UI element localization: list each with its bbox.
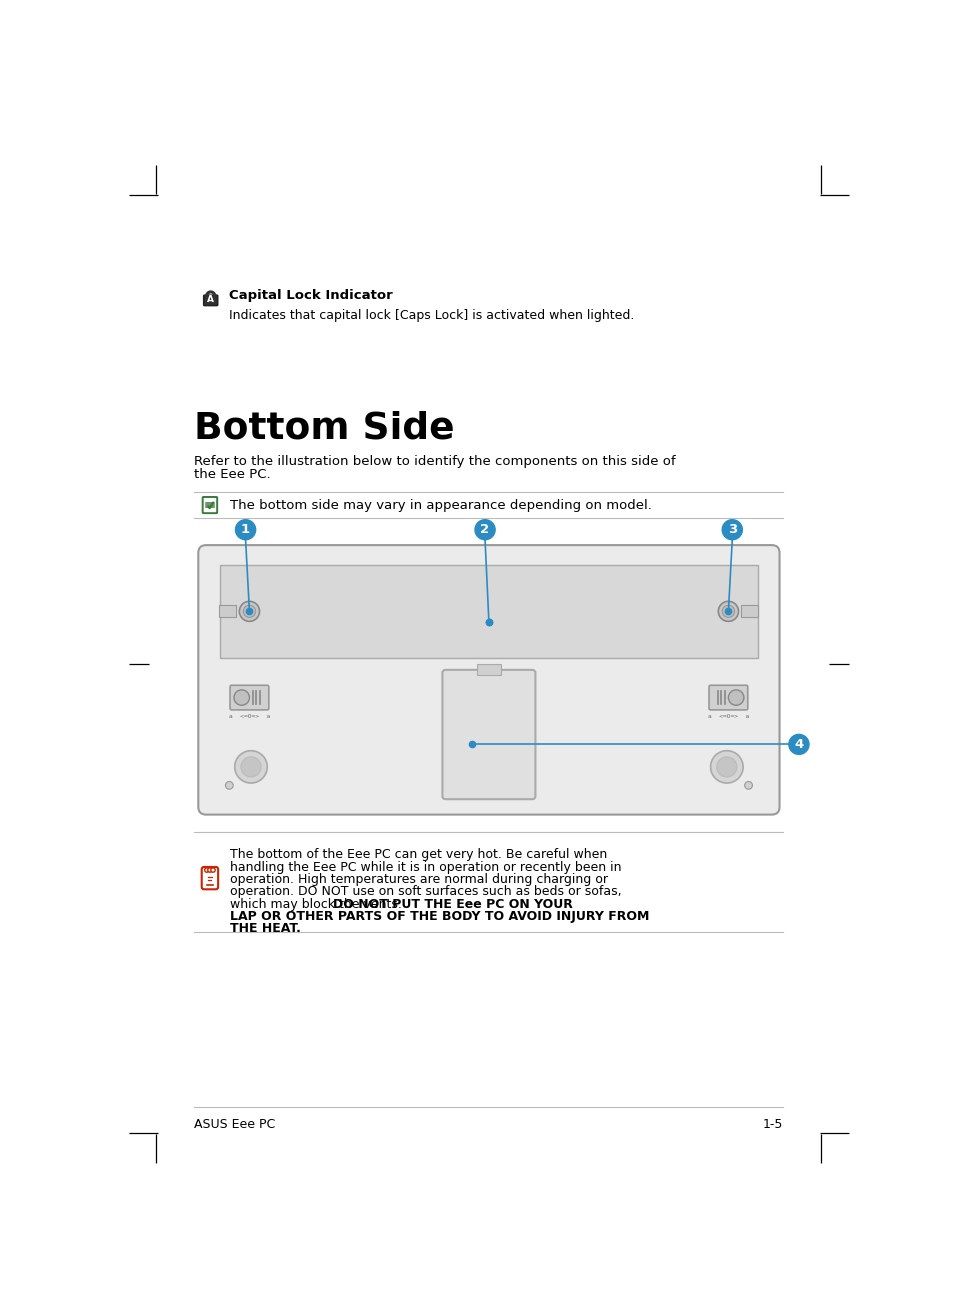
Text: THE HEAT.: THE HEAT. <box>230 922 300 935</box>
Text: which may block the vents.: which may block the vents. <box>230 898 406 911</box>
Text: A: A <box>207 296 214 304</box>
FancyBboxPatch shape <box>198 546 779 814</box>
Circle shape <box>211 868 215 872</box>
Text: 3: 3 <box>727 523 736 537</box>
FancyBboxPatch shape <box>202 497 217 513</box>
Text: 4: 4 <box>794 738 802 751</box>
Circle shape <box>728 690 743 705</box>
Circle shape <box>744 781 752 789</box>
Circle shape <box>788 734 808 755</box>
FancyBboxPatch shape <box>204 296 217 305</box>
Text: a  <=O=>  a: a <=O=> a <box>229 714 270 718</box>
Text: The bottom side may vary in appearance depending on model.: The bottom side may vary in appearance d… <box>230 498 651 512</box>
Text: operation. High temperatures are normal during charging or: operation. High temperatures are normal … <box>230 873 607 886</box>
Circle shape <box>205 868 209 872</box>
Circle shape <box>243 605 255 618</box>
Text: 1-5: 1-5 <box>762 1118 782 1131</box>
Bar <box>220 565 757 658</box>
FancyBboxPatch shape <box>230 685 269 710</box>
Text: DO NOT PUT THE Eee PC ON YOUR: DO NOT PUT THE Eee PC ON YOUR <box>333 898 573 911</box>
Circle shape <box>239 601 259 622</box>
Circle shape <box>721 519 741 539</box>
Text: Refer to the illustration below to identify the components on this side of: Refer to the illustration below to ident… <box>194 455 676 468</box>
Text: operation. DO NOT use on soft surfaces such as beds or sofas,: operation. DO NOT use on soft surfaces s… <box>230 885 621 898</box>
FancyBboxPatch shape <box>708 685 747 710</box>
FancyBboxPatch shape <box>201 867 218 889</box>
Circle shape <box>233 690 249 705</box>
Circle shape <box>225 781 233 789</box>
Circle shape <box>475 519 495 539</box>
Text: handling the Eee PC while it is in operation or recently been in: handling the Eee PC while it is in opera… <box>230 861 621 873</box>
Bar <box>740 605 757 618</box>
Text: LAP OR OTHER PARTS OF THE BODY TO AVOID INJURY FROM: LAP OR OTHER PARTS OF THE BODY TO AVOID … <box>230 910 649 923</box>
Bar <box>219 605 236 618</box>
FancyBboxPatch shape <box>442 669 535 800</box>
Circle shape <box>721 605 734 618</box>
Text: 2: 2 <box>480 523 489 537</box>
Circle shape <box>710 751 742 782</box>
Bar <box>476 664 500 675</box>
Text: a  <=O=>  a: a <=O=> a <box>707 714 748 718</box>
Circle shape <box>718 601 738 622</box>
Text: Indicates that capital lock [Caps Lock] is activated when lighted.: Indicates that capital lock [Caps Lock] … <box>229 309 634 322</box>
Text: ASUS Eee PC: ASUS Eee PC <box>194 1118 275 1131</box>
Circle shape <box>234 751 267 782</box>
Text: the Eee PC.: the Eee PC. <box>194 468 271 481</box>
Text: Bottom Side: Bottom Side <box>194 410 455 446</box>
Circle shape <box>241 757 261 777</box>
Circle shape <box>208 868 212 872</box>
Circle shape <box>235 519 255 539</box>
Text: 1: 1 <box>241 523 250 537</box>
Circle shape <box>716 757 736 777</box>
Text: The bottom of the Eee PC can get very hot. Be careful when: The bottom of the Eee PC can get very ho… <box>230 848 607 861</box>
Text: Capital Lock Indicator: Capital Lock Indicator <box>229 289 393 302</box>
